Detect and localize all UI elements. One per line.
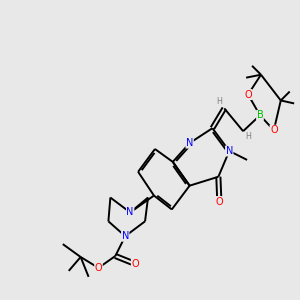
Text: N: N <box>226 146 233 156</box>
Text: H: H <box>245 132 251 141</box>
Text: N: N <box>122 231 129 241</box>
Text: B: B <box>256 110 263 120</box>
Text: O: O <box>95 263 102 273</box>
Text: O: O <box>244 89 252 100</box>
Text: O: O <box>215 196 223 206</box>
Text: N: N <box>186 138 193 148</box>
Text: O: O <box>270 125 278 135</box>
Text: O: O <box>131 259 139 269</box>
Text: N: N <box>127 207 134 218</box>
Text: H: H <box>216 97 222 106</box>
